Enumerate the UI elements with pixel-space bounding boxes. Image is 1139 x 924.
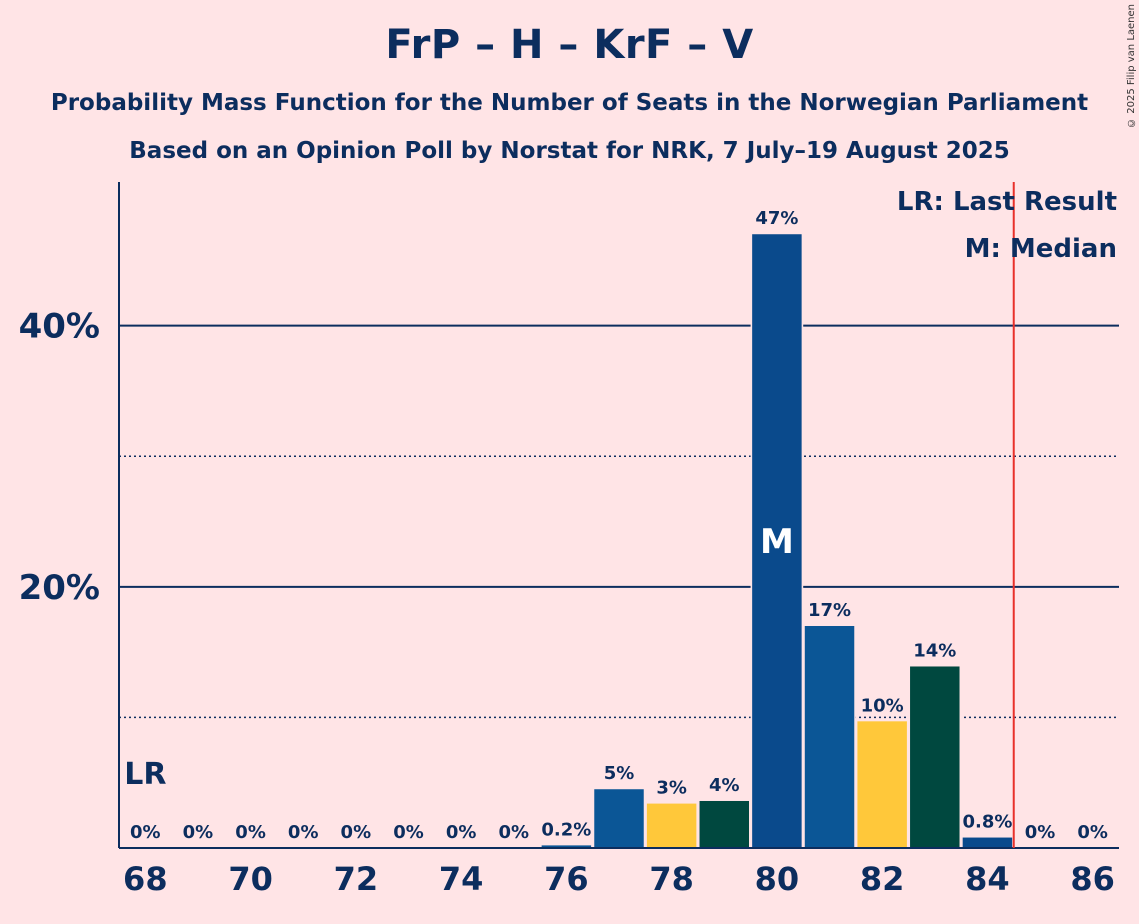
bar-seat-83 [910, 666, 960, 848]
data-label: 0% [1025, 822, 1056, 843]
x-tick-label: 76 [544, 860, 589, 898]
x-tick-label: 70 [228, 860, 273, 898]
median-marker: M [760, 522, 794, 562]
bar-seat-82 [857, 721, 907, 848]
bar-seat-80 [752, 234, 802, 848]
data-label: 47% [755, 208, 798, 229]
data-label: 0% [288, 822, 319, 843]
x-tick-label: 68 [123, 860, 168, 898]
data-label: 0% [446, 822, 477, 843]
last-result-marker: LR [124, 757, 166, 792]
data-label: 14% [913, 640, 956, 661]
chart-title: FrP – H – KrF – V [385, 22, 754, 68]
chart-subtitle-method: Probability Mass Function for the Number… [50, 90, 1089, 116]
data-label: 4% [709, 775, 740, 796]
data-label: 0% [130, 822, 161, 843]
legend-last-result: LR: Last Result [897, 187, 1117, 217]
bar-seat-77 [594, 789, 644, 848]
bar-seat-78 [646, 803, 697, 848]
data-label: 5% [604, 763, 635, 784]
data-label: 0.8% [962, 812, 1012, 833]
data-label: 0% [1077, 822, 1108, 843]
data-label: 0.2% [541, 819, 591, 840]
bar-seat-76 [541, 845, 592, 848]
data-label: 0% [183, 822, 214, 843]
data-label: 0% [498, 822, 529, 843]
x-tick-label: 80 [755, 860, 800, 898]
data-label: 10% [861, 695, 904, 716]
x-tick-label: 72 [334, 860, 379, 898]
y-tick-label: 40% [19, 307, 100, 347]
bar-seat-84 [962, 837, 1013, 848]
bar-seat-81 [804, 626, 855, 848]
x-tick-label: 82 [860, 860, 905, 898]
data-label: 3% [656, 778, 687, 799]
x-tick-label: 78 [649, 860, 694, 898]
x-tick-label: 84 [965, 860, 1010, 898]
legend-median: M: Median [965, 234, 1117, 264]
data-label: 17% [808, 600, 851, 621]
data-label: 0% [341, 822, 372, 843]
x-tick-label: 74 [439, 860, 484, 898]
x-tick-label: 86 [1070, 860, 1115, 898]
y-tick-label: 20% [19, 568, 100, 608]
chart-subtitle-source: Based on an Opinion Poll by Norstat for … [129, 138, 1010, 164]
data-label: 0% [393, 822, 424, 843]
data-label: 0% [235, 822, 266, 843]
bar-seat-79 [699, 800, 749, 848]
